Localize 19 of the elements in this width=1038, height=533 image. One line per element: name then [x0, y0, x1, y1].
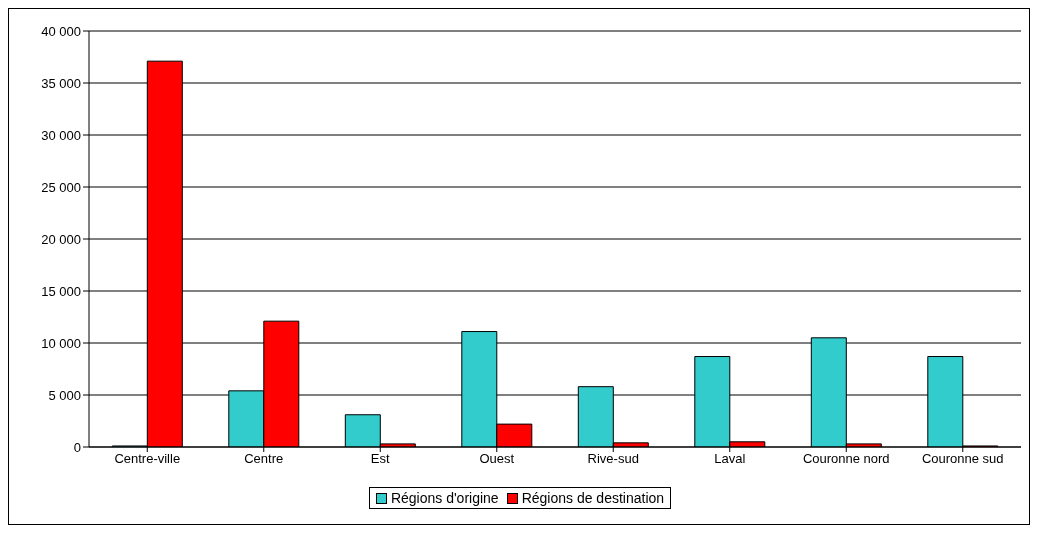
x-tick-label: Rive-sud — [587, 451, 639, 467]
y-tick-label: 30 000 — [41, 127, 81, 143]
y-tick-label: 5 000 — [48, 387, 81, 403]
y-tick-label: 0 — [73, 439, 81, 455]
x-tick-label: Centre-ville — [114, 451, 181, 467]
y-tick-label: 10 000 — [41, 335, 81, 351]
y-tick-label: 40 000 — [41, 23, 81, 39]
y-tick-label: 35 000 — [41, 75, 81, 91]
legend-label: Régions de destination — [520, 490, 665, 506]
x-tick-label: Centre — [244, 451, 284, 467]
y-tick-label: 25 000 — [41, 179, 81, 195]
y-tick-label: 20 000 — [41, 231, 81, 247]
y-tick-label: 15 000 — [41, 283, 81, 299]
x-tick-label: Est — [370, 451, 391, 467]
x-tick-label: Couronne nord — [802, 451, 890, 467]
legend-label: Régions d'origine — [389, 490, 499, 506]
x-tick-label: Ouest — [479, 451, 515, 467]
x-tick-label: Couronne sud — [921, 451, 1004, 467]
x-tick-label: Laval — [714, 451, 746, 467]
